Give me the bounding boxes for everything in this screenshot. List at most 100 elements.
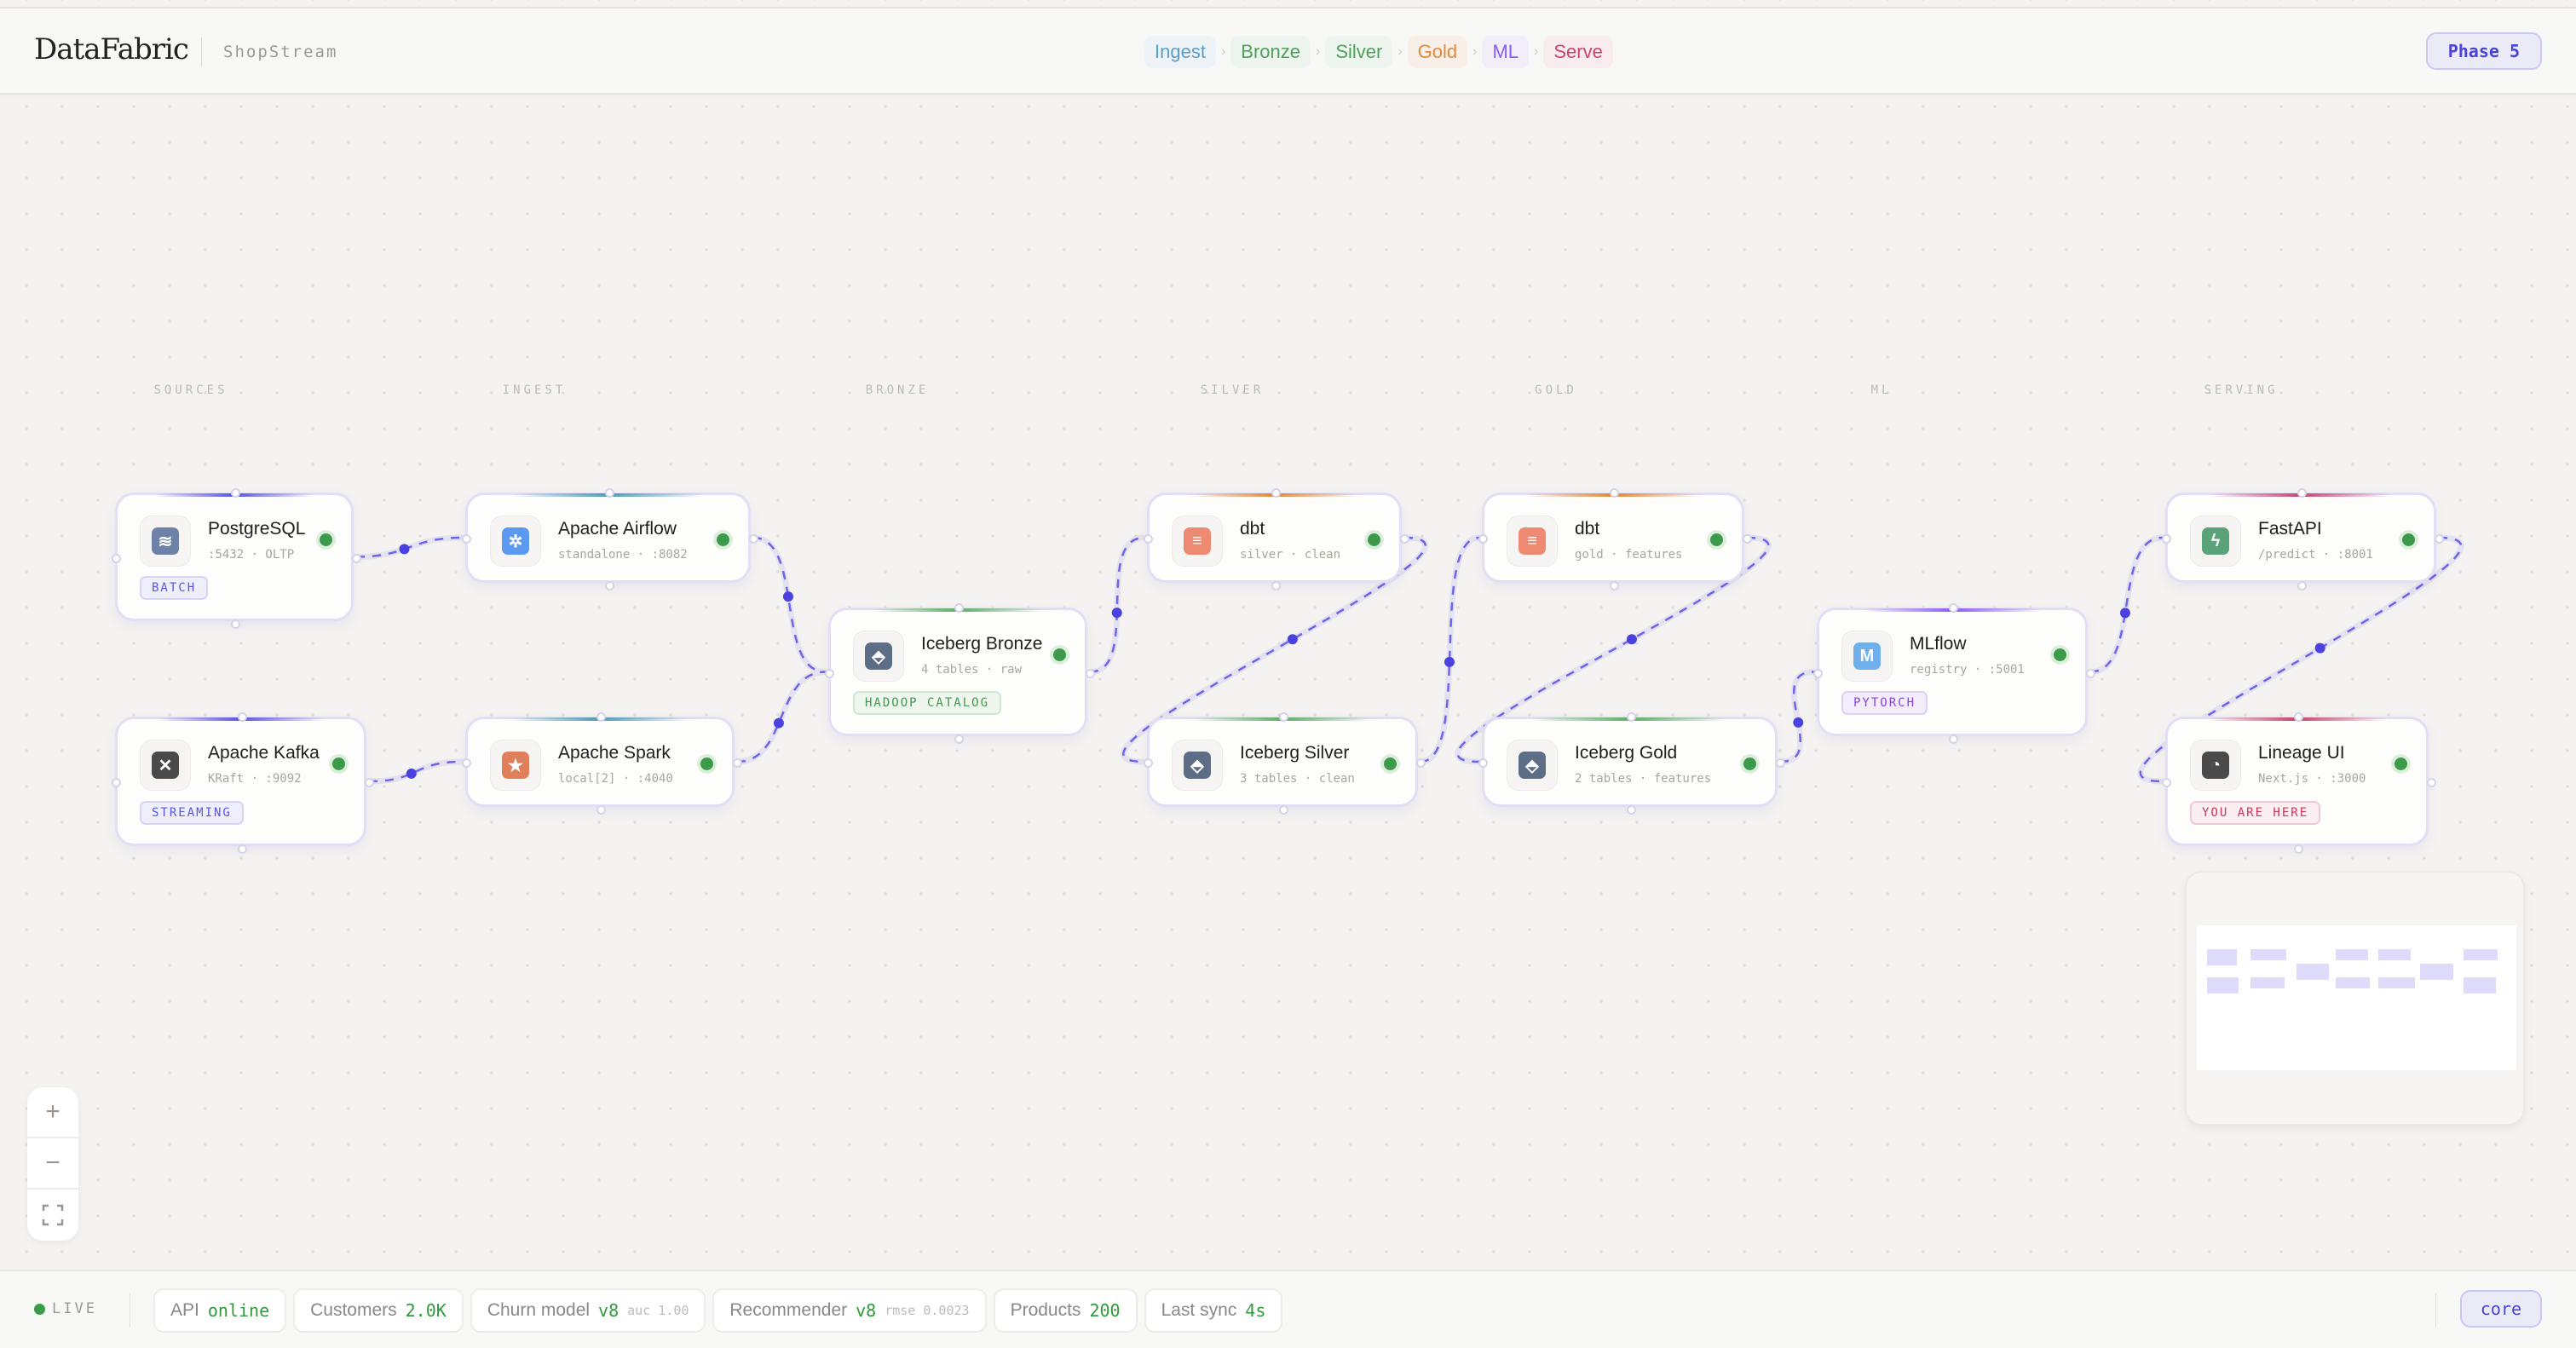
status-dot-icon: [332, 758, 345, 770]
connection-handle[interactable]: [462, 758, 471, 768]
connection-handle[interactable]: [2435, 534, 2444, 544]
connection-handle[interactable]: [604, 488, 614, 498]
connection-handle[interactable]: [2293, 712, 2303, 722]
node-dbt-silver[interactable]: ≡ dbt silver · clean: [1144, 488, 1409, 590]
node-tag: STREAMING: [140, 801, 244, 825]
stage-ml[interactable]: ML: [1482, 36, 1530, 68]
connection-handle[interactable]: [1400, 534, 1409, 544]
zoom-in-button[interactable]: +: [27, 1087, 78, 1138]
connection-handle[interactable]: [1144, 534, 1153, 544]
node-title: Iceberg Gold: [1575, 743, 1678, 763]
connection-handle[interactable]: [2297, 488, 2307, 498]
connection-handle[interactable]: [1086, 668, 1095, 678]
edge-silver-dbt_gold[interactable]: [1420, 536, 1480, 763]
connection-handle[interactable]: [604, 581, 614, 590]
stage-gold[interactable]: Gold: [1407, 36, 1468, 68]
connection-handle[interactable]: [1813, 668, 1823, 678]
node-postgres[interactable]: ≋ PostgreSQL:5432 · OLTP BATCH: [112, 488, 361, 629]
connection-handle[interactable]: [231, 488, 240, 498]
fit-view-button[interactable]: [27, 1190, 78, 1241]
stage-silver[interactable]: Silver: [1325, 36, 1393, 68]
airflow-icon: ✲: [502, 527, 529, 555]
mode-badge[interactable]: core: [2459, 1290, 2542, 1328]
connection-handle[interactable]: [1279, 712, 1288, 722]
stage-bronze[interactable]: Bronze: [1230, 36, 1311, 68]
connection-handle[interactable]: [231, 619, 240, 629]
stage-ingest[interactable]: Ingest: [1144, 36, 1216, 68]
chevron-right-icon: ›: [1534, 44, 1539, 59]
connection-handle[interactable]: [1743, 534, 1752, 544]
node-bronze[interactable]: ⬘ Iceberg Bronze 4 tables · raw HADOOP CATA…: [825, 603, 1095, 744]
node-icon-tile: ϟ: [2190, 516, 2241, 567]
node-airflow[interactable]: ✲ Apache Airflow standalone · :8082: [462, 488, 758, 590]
connection-handle[interactable]: [112, 553, 121, 563]
connection-handle[interactable]: [749, 534, 758, 544]
connection-handle[interactable]: [954, 734, 964, 744]
connection-handle[interactable]: [1626, 805, 1636, 815]
connection-handle[interactable]: [2162, 778, 2171, 787]
edge-gold-mlflow[interactable]: [1779, 671, 1815, 763]
column-label: SILVER: [1200, 383, 1265, 397]
live-dot-icon: [34, 1303, 45, 1315]
live-label: LIVE: [52, 1300, 97, 1317]
connection-handle[interactable]: [2293, 844, 2303, 854]
edge-mlflow-fastapi[interactable]: [2089, 536, 2164, 673]
node-spark[interactable]: ★ Apache Spark local[2] · :4040: [462, 712, 742, 815]
minimap[interactable]: [2185, 871, 2525, 1126]
connection-handle[interactable]: [1478, 534, 1488, 544]
node-gold[interactable]: ⬘ Iceberg Gold 2 tables · features: [1478, 712, 1785, 815]
connection-handle[interactable]: [1949, 603, 1958, 613]
connection-handle[interactable]: [1610, 488, 1619, 498]
connection-handle[interactable]: [1416, 758, 1426, 768]
node-subtitle: registry · :5001: [1910, 663, 2025, 677]
node-silver[interactable]: ⬘ Iceberg Silver 3 tables · clean: [1144, 712, 1426, 815]
connection-handle[interactable]: [2297, 581, 2307, 590]
connection-handle[interactable]: [2162, 534, 2171, 544]
edge-halo: [1420, 534, 1480, 765]
connection-handle[interactable]: [596, 712, 606, 722]
edge-airflow-bronze[interactable]: [752, 536, 827, 673]
edge-kafka-spark[interactable]: [368, 760, 464, 783]
node-title: PostgreSQL: [208, 519, 306, 539]
connection-handle[interactable]: [237, 712, 247, 722]
stat-label: Customers: [310, 1300, 397, 1320]
connection-handle[interactable]: [2427, 778, 2436, 787]
connection-handle[interactable]: [1144, 758, 1153, 768]
node-kafka[interactable]: ✕ Apache Kafka KRaft · :9092 STREAMING: [112, 712, 374, 854]
zoom-out-button[interactable]: −: [27, 1138, 78, 1190]
connection-handle[interactable]: [1626, 712, 1636, 722]
connection-handle[interactable]: [954, 603, 964, 613]
connection-handle[interactable]: [112, 778, 121, 787]
node-mlflow[interactable]: M MLflow registry · :5001 PYTORCH: [1813, 603, 2095, 744]
connection-handle[interactable]: [596, 805, 606, 815]
node-dbt-gold[interactable]: ≡ dbt gold · features: [1478, 488, 1752, 590]
node-lineage[interactable]: ◔ Lineage UI Next.js · :3000 YOU ARE HERE: [2162, 712, 2436, 854]
connection-handle[interactable]: [825, 668, 834, 678]
edge-bronze-dbt_silver[interactable]: [1089, 536, 1145, 673]
column-label: SERVING: [2204, 383, 2279, 397]
connection-handle[interactable]: [1478, 758, 1488, 768]
connection-handle[interactable]: [1271, 581, 1281, 590]
stage-serve[interactable]: Serve: [1543, 36, 1613, 68]
connection-handle[interactable]: [1949, 734, 1958, 744]
phase-badge[interactable]: Phase 5: [2425, 32, 2542, 70]
node-fastapi[interactable]: ϟ FastAPI/predict · :8001: [2162, 488, 2444, 590]
connection-handle[interactable]: [733, 758, 742, 768]
minimap-viewport[interactable]: [2197, 925, 2516, 1070]
connection-handle[interactable]: [1279, 805, 1288, 815]
connection-handle[interactable]: [352, 553, 361, 563]
stat-value: online: [207, 1300, 270, 1321]
connection-handle[interactable]: [1610, 581, 1619, 590]
connection-handle[interactable]: [1776, 758, 1785, 768]
edge-postgres-airflow[interactable]: [355, 536, 464, 558]
edge-spark-bronze[interactable]: [736, 671, 827, 763]
connection-handle[interactable]: [237, 844, 247, 854]
connection-handle[interactable]: [365, 778, 374, 787]
stat-label: Last sync: [1161, 1300, 1237, 1320]
chevron-right-icon: ›: [1397, 44, 1403, 59]
brand-logo[interactable]: DataFabric: [34, 32, 189, 66]
connection-handle[interactable]: [1271, 488, 1281, 498]
node-tag: HADOOP CATALOG: [853, 691, 1002, 715]
connection-handle[interactable]: [2086, 668, 2095, 678]
connection-handle[interactable]: [462, 534, 471, 544]
